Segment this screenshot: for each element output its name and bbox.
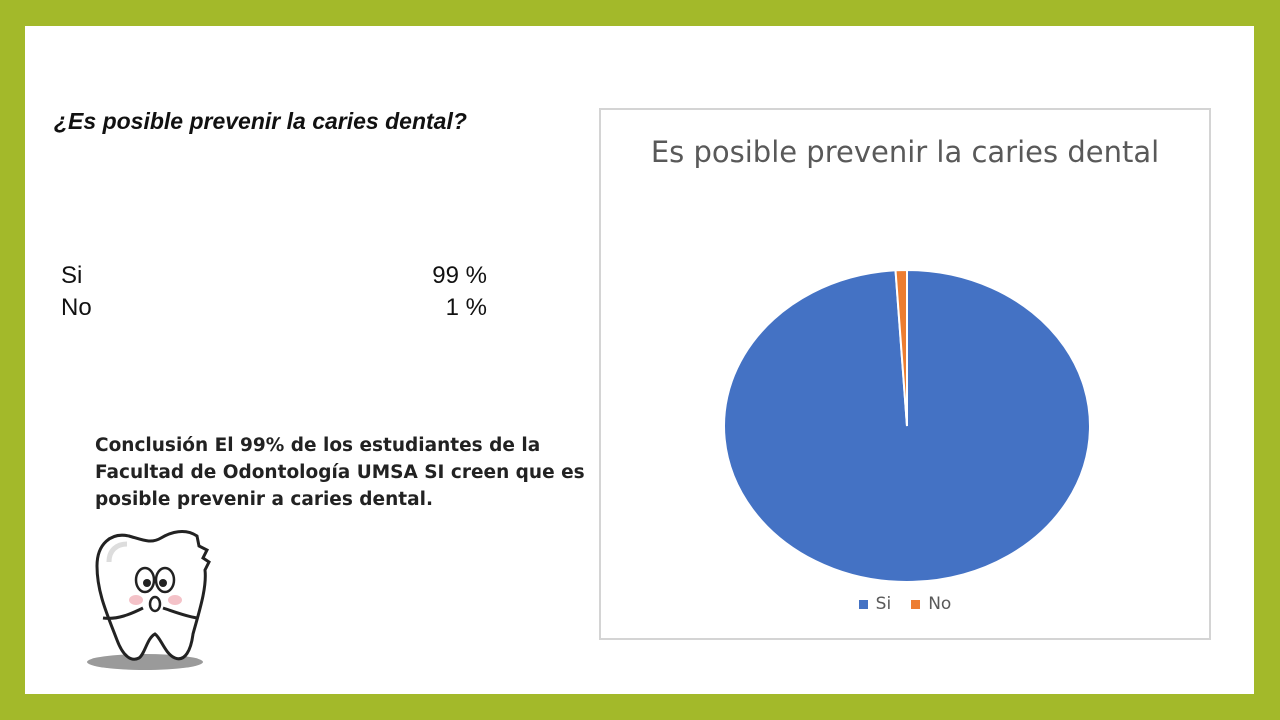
tooth-mascot-icon bbox=[87, 530, 211, 670]
stat-label: No bbox=[61, 294, 92, 321]
legend-swatch-si bbox=[858, 599, 868, 609]
stats-list: Si 99 % No 1 % bbox=[61, 260, 487, 324]
stat-row-no: No 1 % bbox=[61, 292, 487, 324]
pie-chart: Es posible prevenir la caries dental Si … bbox=[599, 108, 1211, 640]
pie-plot bbox=[723, 268, 1091, 583]
conclusion-text: Conclusión El 99% de los estudiantes de … bbox=[95, 435, 585, 510]
stat-value: 1 % bbox=[445, 294, 487, 321]
stat-row-si: Si 99 % bbox=[61, 260, 487, 292]
question-heading: ¿Es posible prevenir la caries dental? bbox=[54, 108, 467, 134]
chart-legend: Si No bbox=[601, 594, 1209, 614]
legend-item-si: Si bbox=[858, 594, 892, 614]
stat-value: 99 % bbox=[432, 262, 487, 289]
chart-title: Es posible prevenir la caries dental bbox=[650, 135, 1160, 169]
legend-label: No bbox=[928, 594, 952, 614]
pie-slice-no bbox=[894, 268, 908, 427]
legend-label: Si bbox=[875, 594, 892, 614]
slide: ¿Es posible prevenir la caries dental? S… bbox=[25, 26, 1254, 694]
stat-label: Si bbox=[61, 262, 83, 289]
legend-swatch-no bbox=[911, 599, 921, 609]
legend-item-no: No bbox=[911, 594, 951, 614]
